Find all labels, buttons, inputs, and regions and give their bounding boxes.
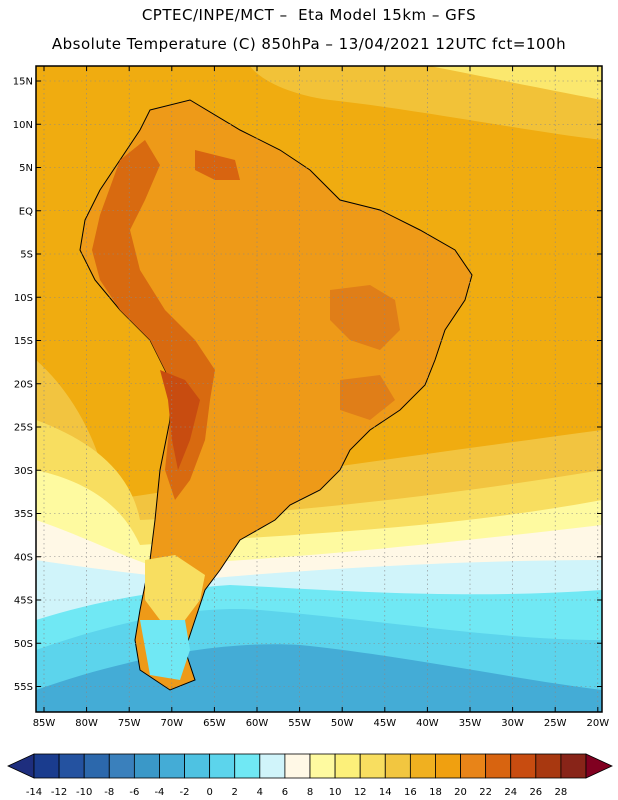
- lon-label: 80W: [75, 718, 98, 729]
- lon-label: 35W: [459, 718, 482, 729]
- lon-label: 75W: [118, 718, 141, 729]
- lon-label: 45W: [373, 718, 396, 729]
- colorbar-tick-label: -6: [129, 787, 139, 798]
- colorbar-swatch: [58, 753, 85, 779]
- colorbar-swatch: [33, 753, 60, 779]
- colorbar-swatch: [108, 753, 135, 779]
- colorbar-tick-label: -8: [104, 787, 114, 798]
- colorbar-swatch: [83, 753, 110, 779]
- lat-label: 10S: [14, 293, 33, 304]
- colorbar-swatch: [259, 753, 286, 779]
- lat-label: 50S: [14, 639, 33, 650]
- colorbar-swatch: [460, 753, 487, 779]
- lat-label: 20S: [14, 379, 33, 390]
- colorbar-tick-label: 8: [307, 787, 313, 798]
- colorbar-tick-label: -14: [26, 787, 42, 798]
- colorbar-swatch: [535, 753, 562, 779]
- colorbar-swatch: [234, 753, 261, 779]
- lat-label: 45S: [14, 596, 33, 607]
- colorbar-tick-label: 16: [404, 787, 417, 798]
- lon-label: 85W: [33, 718, 56, 729]
- lat-label: 15S: [14, 336, 33, 347]
- colorbar-swatch: [159, 753, 185, 779]
- lon-label: 70W: [160, 718, 183, 729]
- lon-label: 40W: [416, 718, 439, 729]
- lon-label: 30W: [501, 718, 524, 729]
- colorbar-tick-label: 10: [329, 787, 342, 798]
- colorbar-tick-label: 26: [529, 787, 542, 798]
- colorbar-swatch: [384, 753, 411, 779]
- colorbar-tick-label: -4: [154, 787, 164, 798]
- colorbar-swatch: [133, 753, 160, 779]
- colorbar-tick-label: 12: [354, 787, 367, 798]
- map-axes: 15N 10N 5N EQ 5S 10S 15S 20S 25S 30S 35S 40S 45S 50S 5…: [13, 66, 609, 729]
- colorbar-min-arrow: [7, 753, 35, 779]
- lat-label: 25S: [14, 423, 33, 434]
- lat-label: 30S: [14, 466, 33, 477]
- lat-label: 15N: [13, 77, 33, 88]
- temperature-field: [36, 66, 602, 712]
- colorbar-tick-label: 6: [282, 787, 288, 798]
- colorbar-swatch: [409, 753, 436, 779]
- colorbar-tick-label: -2: [180, 787, 190, 798]
- colorbar-tick-label: 20: [454, 787, 467, 798]
- colorbar-tick-label: -12: [51, 787, 67, 798]
- colorbar-tick-label: 22: [479, 787, 492, 798]
- colorbar-tick-label: 24: [504, 787, 517, 798]
- lon-label: 60W: [246, 718, 269, 729]
- colorbar-tick-label: 18: [429, 787, 442, 798]
- colorbar-swatch: [309, 753, 336, 779]
- colorbar-swatch: [209, 753, 236, 779]
- lat-label: 5S: [20, 250, 33, 261]
- lon-label: 65W: [203, 718, 226, 729]
- lat-label: 5N: [19, 163, 33, 174]
- lon-label: 25W: [544, 718, 567, 729]
- lat-label: EQ: [19, 206, 33, 217]
- lon-label: 55W: [288, 718, 311, 729]
- map-frame: [35, 65, 603, 713]
- colorbar-swatch: [284, 753, 311, 779]
- lon-label: 20W: [586, 718, 609, 729]
- colorbar-tick-label: 4: [257, 787, 263, 798]
- lon-label: 50W: [331, 718, 354, 729]
- colorbar-swatch: [435, 753, 461, 779]
- colorbar-tick-label: 2: [232, 787, 238, 798]
- lat-label: 35S: [14, 509, 33, 520]
- colorbar: -14 -12 -10 -8 -6 -4 -2 0 2 4 6 8 10 12 14 16 18 20 22 24 26…: [7, 753, 613, 798]
- colorbar-swatch: [485, 753, 512, 779]
- colorbar-swatch: [184, 753, 211, 779]
- colorbar-swatch: [560, 753, 587, 779]
- lat-label: 10N: [13, 120, 33, 131]
- colorbar-tick-label: -10: [76, 787, 92, 798]
- lat-label: 55S: [14, 682, 33, 693]
- colorbar-tick-label: 0: [206, 787, 212, 798]
- colorbar-tick-label: 14: [379, 787, 392, 798]
- colorbar-swatch: [334, 753, 361, 779]
- colorbar-tick-label: 28: [555, 787, 568, 798]
- colorbar-swatch: [510, 753, 537, 779]
- lat-label: 40S: [14, 552, 33, 563]
- chart-title-line2: Absolute Temperature (C) 850hPa – 13/04/…: [51, 35, 567, 53]
- chart-title-line1: CPTEC/INPE/MCT – Eta Model 15km – GFS: [141, 6, 477, 24]
- colorbar-swatch: [359, 753, 386, 779]
- colorbar-max-arrow: [585, 753, 613, 779]
